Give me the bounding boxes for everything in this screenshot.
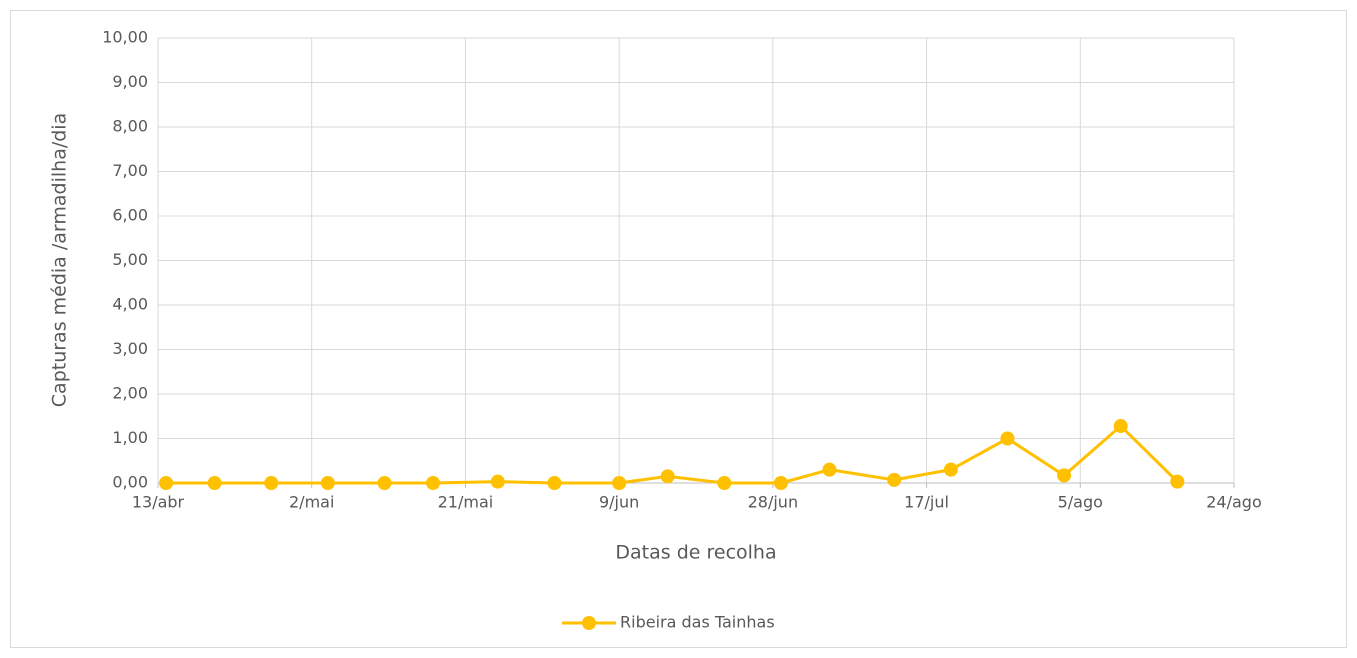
chart-border — [10, 10, 1347, 648]
data-point — [264, 476, 279, 490]
y-tick-label: 5,00 — [112, 250, 148, 269]
data-point — [943, 462, 958, 477]
y-tick-label: 0,00 — [112, 473, 148, 492]
y-tick-label: 1,00 — [112, 428, 148, 447]
y-tick-label: 7,00 — [112, 161, 148, 180]
data-point — [426, 476, 441, 490]
x-tick-label: 28/jun — [748, 493, 798, 512]
x-axis-title: Datas de recolha — [615, 542, 776, 564]
data-point — [887, 472, 902, 487]
data-point — [1170, 474, 1185, 489]
data-point — [822, 462, 837, 477]
y-tick-label: 9,00 — [112, 72, 148, 91]
data-point — [773, 476, 788, 490]
data-point — [612, 476, 627, 490]
data-point — [377, 476, 392, 490]
y-tick-label: 10,00 — [102, 28, 148, 47]
y-tick-label: 6,00 — [112, 206, 148, 225]
x-tick-label: 9/jun — [599, 493, 639, 512]
y-tick-label: 3,00 — [112, 339, 148, 358]
data-point — [490, 474, 505, 489]
data-point — [320, 476, 335, 490]
legend-marker — [582, 616, 596, 630]
y-tick-label: 4,00 — [112, 295, 148, 314]
x-tick-label: 24/ago — [1206, 493, 1262, 512]
x-tick-label: 21/mai — [438, 493, 494, 512]
x-tick-label: 5/ago — [1058, 493, 1103, 512]
x-tick-label: 2/mai — [289, 493, 334, 512]
data-point — [159, 476, 174, 490]
data-point — [717, 476, 732, 490]
data-point — [1057, 468, 1072, 483]
y-tick-label: 2,00 — [112, 384, 148, 403]
y-tick-label: 8,00 — [112, 117, 148, 136]
data-point — [207, 476, 222, 490]
data-point — [1113, 419, 1128, 434]
x-tick-label: 13/abr — [132, 493, 185, 512]
y-axis-title: Capturas média /armadilha/dia — [49, 113, 71, 407]
data-point — [547, 476, 562, 490]
legend-label: Ribeira das Tainhas — [620, 613, 775, 632]
x-tick-label: 17/jul — [904, 493, 949, 512]
data-point — [1000, 431, 1015, 446]
data-point — [660, 469, 675, 484]
